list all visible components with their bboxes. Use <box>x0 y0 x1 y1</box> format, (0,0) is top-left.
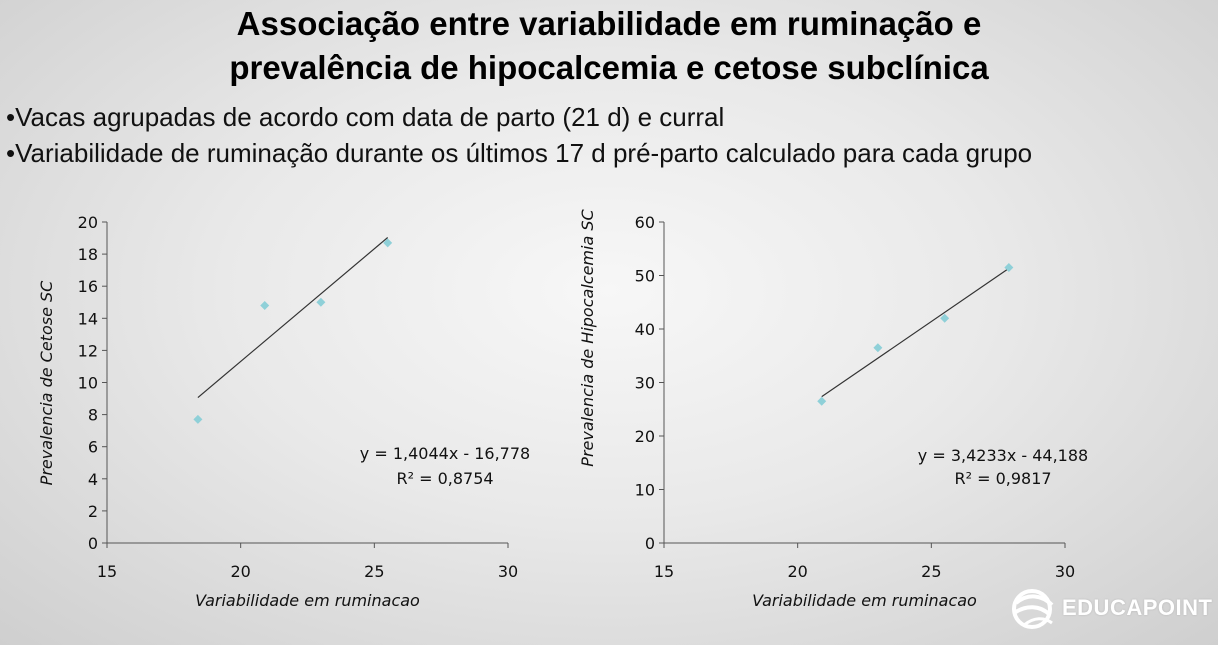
bullet-list: •Vacas agrupadas de acordo com data de p… <box>6 99 1216 171</box>
y-tick-label: 4 <box>88 470 98 489</box>
data-point <box>817 396 827 406</box>
x-tick-label: 25 <box>364 562 384 581</box>
educapoint-logo: EDUCAPOINT <box>1008 583 1212 633</box>
y-tick-label: 10 <box>78 374 98 393</box>
y-tick-label: 6 <box>88 438 98 457</box>
y-tick-label: 10 <box>635 481 655 500</box>
data-point <box>940 313 950 323</box>
trendline-equation: y = 1,4044x - 16,778 <box>360 444 530 463</box>
y-tick-label: 12 <box>78 341 98 360</box>
x-tick-label: 20 <box>230 562 250 581</box>
x-axis-label: Variabilidade em ruminacao <box>752 591 977 610</box>
slide-title: Associação entre variabilidade em rumina… <box>0 2 1218 90</box>
y-tick-label: 20 <box>635 427 655 446</box>
y-tick-label: 60 <box>635 213 655 232</box>
x-tick-label: 30 <box>498 562 518 581</box>
data-point <box>316 297 326 307</box>
y-tick-label: 8 <box>88 406 98 425</box>
chart-hipocalcemia: 0 10 20 30 40 50 60 15 20 25 30 Variabilidade em ru… <box>578 209 1088 611</box>
r-squared-label: R² = 0,9817 <box>954 469 1051 488</box>
x-tick-label: 20 <box>787 562 807 581</box>
trendline <box>197 237 389 398</box>
x-tick-label: 15 <box>654 562 674 581</box>
y-tick-label: 16 <box>78 277 98 296</box>
y-tick-label: 0 <box>88 534 98 553</box>
y-tick-label: 50 <box>635 267 655 286</box>
slide-title-line-1: Associação entre variabilidade em rumina… <box>236 5 982 42</box>
trendline <box>821 267 1010 398</box>
x-tick-label: 30 <box>1055 562 1075 581</box>
data-point <box>383 238 393 248</box>
y-axis-label: Prevalencia de Cetose SC <box>37 280 56 485</box>
globe-swoosh-icon <box>1012 589 1054 629</box>
y-axis-label: Prevalencia de Hipocalcemia SC <box>578 209 597 467</box>
y-tick-label: 2 <box>88 502 98 521</box>
data-point <box>260 300 270 310</box>
slide-title-line-2: prevalência de hipocalcemia e cetose sub… <box>229 49 989 86</box>
y-tick-label: 0 <box>645 534 655 553</box>
chart-cetose: 0 2 4 6 8 10 12 14 16 18 20 15 20 25 30 Variabilidade e… <box>37 213 530 610</box>
y-tick-label: 18 <box>78 245 98 264</box>
bullet-item: •Variabilidade de ruminação durante os ú… <box>6 138 1033 168</box>
y-tick-label: 30 <box>635 374 655 393</box>
logo-text: EDUCAPOINT <box>1062 595 1213 620</box>
trendline-equation: y = 3,4233x - 44,188 <box>918 446 1088 465</box>
bullet-item: •Vacas agrupadas de acordo com data de p… <box>6 102 725 132</box>
x-axis-label: Variabilidade em ruminacao <box>195 591 420 610</box>
x-tick-label: 15 <box>97 562 117 581</box>
y-tick-label: 40 <box>635 320 655 339</box>
x-tick-label: 25 <box>921 562 941 581</box>
data-point <box>193 414 203 424</box>
y-tick-label: 20 <box>78 213 98 232</box>
r-squared-label: R² = 0,8754 <box>396 469 493 488</box>
data-point <box>1004 262 1014 272</box>
y-tick-label: 14 <box>78 309 98 328</box>
data-point <box>873 343 883 353</box>
